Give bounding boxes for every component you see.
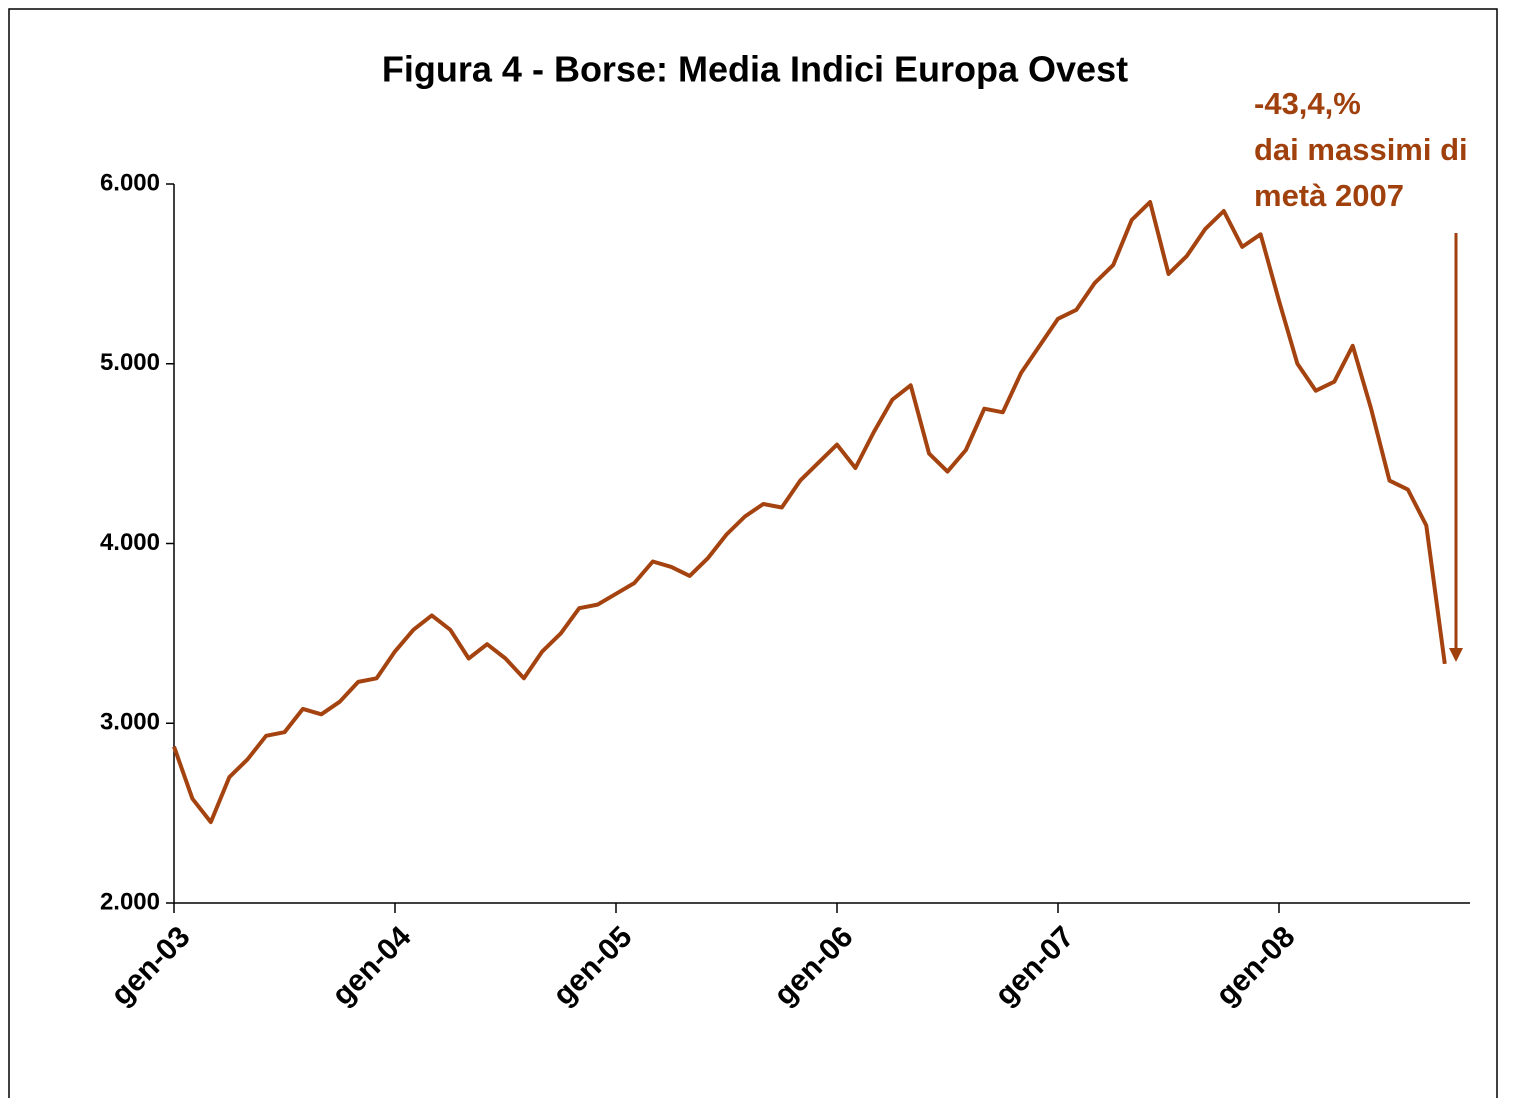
y-tick-label: 6.000	[100, 169, 160, 196]
y-tick-label: 3.000	[100, 709, 160, 736]
annotation: dai massimi di	[1254, 132, 1468, 167]
annotation: metà 2007	[1254, 178, 1404, 213]
y-tick-label: 2.000	[100, 888, 160, 915]
chart-title: Figura 4 - Borse: Media Indici Europa Ov…	[382, 49, 1128, 90]
annotation: -43,4,%	[1254, 86, 1361, 121]
chart-frame	[8, 8, 1498, 1103]
y-tick-label: 4.000	[100, 529, 160, 556]
line-series	[172, 200, 1447, 825]
y-tick-label: 5.000	[100, 349, 160, 376]
annotation-arrowhead	[1449, 648, 1463, 662]
